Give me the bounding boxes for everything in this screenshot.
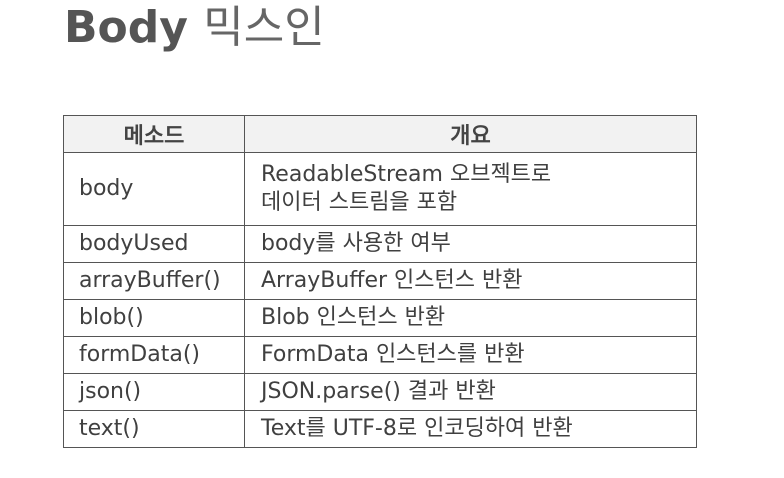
summary-line: 데이터 스트림을 포함: [261, 190, 458, 215]
table-row: arrayBuffer() ArrayBuffer 인스턴스 반환: [63, 262, 697, 300]
page-title: Body 믹스인: [64, 2, 325, 54]
summary-cell: body를 사용한 여부: [244, 225, 697, 263]
title-bold: Body: [64, 2, 188, 53]
table-row: formData() FormData 인스턴스를 반환: [63, 336, 697, 374]
method-cell: json(): [63, 373, 245, 411]
table-row: blob() Blob 인스턴스 반환: [63, 299, 697, 337]
table-row: bodyUsed body를 사용한 여부: [63, 225, 697, 263]
method-cell: bodyUsed: [63, 225, 245, 263]
method-cell: body: [63, 152, 245, 226]
method-cell: formData(): [63, 336, 245, 374]
method-cell: arrayBuffer(): [63, 262, 245, 300]
method-table: 메소드 개요 body ReadableStream 오브젝트로 데이터 스트림…: [63, 115, 697, 448]
table-header-row: 메소드 개요: [63, 115, 697, 153]
method-cell: blob(): [63, 299, 245, 337]
title-light: 믹스인: [203, 2, 325, 53]
summary-cell: Blob 인스턴스 반환: [244, 299, 697, 337]
summary-cell: JSON.parse() 결과 반환: [244, 373, 697, 411]
table-row: text() Text를 UTF-8로 인코딩하여 반환: [63, 410, 697, 448]
summary-line: ReadableStream 오브젝트로: [261, 162, 552, 187]
table-row: body ReadableStream 오브젝트로 데이터 스트림을 포함: [63, 152, 697, 226]
method-cell: text(): [63, 410, 245, 448]
header-method: 메소드: [63, 115, 245, 153]
header-summary: 개요: [244, 115, 697, 153]
summary-cell: ArrayBuffer 인스턴스 반환: [244, 262, 697, 300]
summary-cell: ReadableStream 오브젝트로 데이터 스트림을 포함: [244, 152, 697, 226]
summary-cell: Text를 UTF-8로 인코딩하여 반환: [244, 410, 697, 448]
summary-cell: FormData 인스턴스를 반환: [244, 336, 697, 374]
table-row: json() JSON.parse() 결과 반환: [63, 373, 697, 411]
